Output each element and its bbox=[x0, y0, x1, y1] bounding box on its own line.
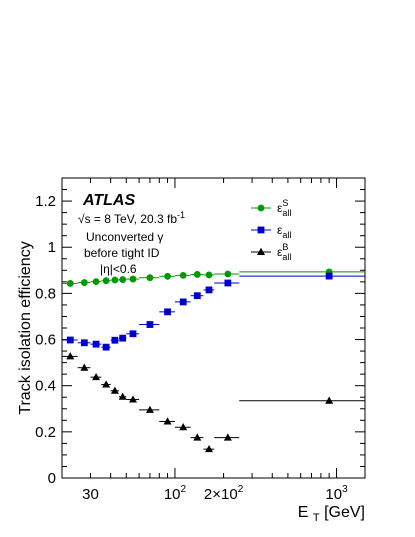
data-point-triangle bbox=[66, 352, 75, 360]
legend-label-sub: all bbox=[282, 252, 291, 262]
y-tick-label: 0.8 bbox=[35, 285, 56, 302]
data-point-circle bbox=[257, 204, 265, 212]
x-axis-title-main: E bbox=[298, 504, 309, 521]
data-point-triangle bbox=[145, 405, 154, 413]
legend-label: εS all bbox=[277, 198, 291, 218]
legend-label-main: ε bbox=[277, 201, 283, 215]
legend-label-main: ε bbox=[277, 223, 283, 237]
y-tick-label: 0.6 bbox=[35, 332, 56, 349]
data-point-circle bbox=[205, 271, 213, 279]
x-tick-label-sup: 3 bbox=[342, 484, 348, 495]
data-point-circle bbox=[111, 276, 119, 284]
data-point-square bbox=[193, 292, 201, 300]
y-tick-label: 0 bbox=[48, 470, 56, 487]
x-axis-title-sub: T bbox=[313, 512, 320, 524]
energy-annotation: √s = 8 TeV, 20.3 fb-1 bbox=[78, 210, 185, 226]
x-tick-label: 2×102 bbox=[204, 484, 244, 503]
data-point-square bbox=[257, 226, 265, 234]
legend-label-main: ε bbox=[277, 245, 283, 259]
x-tick-label: 30 bbox=[82, 486, 99, 503]
x-tick-label-main: 2×10 bbox=[204, 486, 238, 503]
data-point-triangle bbox=[92, 372, 101, 381]
data-point-square bbox=[102, 343, 110, 351]
data-point-circle bbox=[224, 270, 232, 278]
x-axis-title-unit: [GeV] bbox=[320, 504, 365, 521]
data-point-square bbox=[146, 321, 154, 328]
legend-label-sup: B bbox=[282, 242, 288, 252]
data-point-circle bbox=[92, 278, 100, 286]
selection-annotation: before tight ID bbox=[84, 246, 160, 260]
data-point-circle bbox=[119, 276, 127, 283]
data-point-triangle bbox=[205, 444, 214, 453]
data-point-triangle bbox=[102, 380, 111, 388]
photon-type-annotation: Unconverted γ bbox=[86, 230, 163, 244]
data-point-square bbox=[66, 336, 74, 344]
legend-label-sub: all bbox=[282, 230, 291, 240]
data-point-square bbox=[119, 334, 127, 342]
series-1 bbox=[62, 272, 365, 351]
data-point-triangle bbox=[118, 392, 127, 400]
axis-ticks: 00.20.40.60.811.230 102 2×102 103 bbox=[35, 177, 365, 503]
x-tick-label: 102 bbox=[164, 484, 187, 503]
data-point-triangle bbox=[257, 247, 265, 255]
y-tick-label: 1.2 bbox=[35, 193, 56, 210]
eta-annotation: |η|<0.6 bbox=[100, 262, 137, 276]
data-point-square bbox=[92, 340, 100, 348]
data-point-triangle bbox=[163, 417, 172, 425]
data-point-square bbox=[325, 272, 333, 280]
energy-sup: -1 bbox=[177, 210, 185, 220]
x-tick-label: 103 bbox=[325, 484, 348, 503]
energy-text: √s = 8 TeV, 20.3 fb bbox=[78, 212, 177, 226]
legend-label-sub: all bbox=[282, 208, 291, 218]
data-point-square bbox=[164, 308, 171, 316]
x-tick-label-sup: 2 bbox=[181, 484, 187, 495]
data-point-square bbox=[179, 298, 187, 306]
data-point-triangle bbox=[325, 396, 334, 404]
x-tick-label-main: 10 bbox=[164, 486, 181, 503]
x-axis-title: E T [GeV] bbox=[298, 504, 365, 524]
y-tick-label: 0.4 bbox=[35, 378, 56, 395]
data-point-square bbox=[111, 336, 119, 344]
data-point-square bbox=[224, 279, 232, 287]
data-point-square bbox=[205, 286, 213, 294]
y-tick-label: 0.2 bbox=[35, 424, 56, 441]
x-tick-label-main: 10 bbox=[325, 486, 342, 503]
atlas-label: ATLAS bbox=[82, 192, 135, 209]
legend-label: εB all bbox=[277, 242, 291, 262]
data-point-circle bbox=[164, 272, 171, 280]
data-point-circle bbox=[193, 271, 201, 278]
data-point-circle bbox=[66, 280, 74, 287]
data-point-circle bbox=[102, 277, 110, 285]
y-axis-title: Track isolation efficiency bbox=[17, 241, 34, 414]
legend-label-sup: S bbox=[282, 198, 288, 208]
data-point-triangle bbox=[223, 433, 232, 441]
data-point-triangle bbox=[110, 386, 119, 394]
data-point-circle bbox=[129, 275, 137, 283]
data-point-square bbox=[80, 339, 88, 347]
legend-label: εall bbox=[277, 223, 291, 240]
data-layer bbox=[62, 268, 365, 453]
y-tick-label: 1 bbox=[48, 239, 56, 256]
data-point-triangle bbox=[128, 395, 137, 403]
data-point-triangle bbox=[193, 433, 202, 441]
x-tick-label-main: 30 bbox=[82, 486, 99, 503]
data-point-triangle bbox=[80, 363, 89, 371]
data-point-circle bbox=[80, 279, 88, 286]
data-point-circle bbox=[179, 271, 187, 279]
series-2 bbox=[62, 352, 365, 453]
x-tick-label-sup: 2 bbox=[238, 484, 244, 495]
data-point-square bbox=[129, 330, 137, 338]
data-point-triangle bbox=[179, 423, 188, 431]
data-point-circle bbox=[146, 274, 154, 282]
